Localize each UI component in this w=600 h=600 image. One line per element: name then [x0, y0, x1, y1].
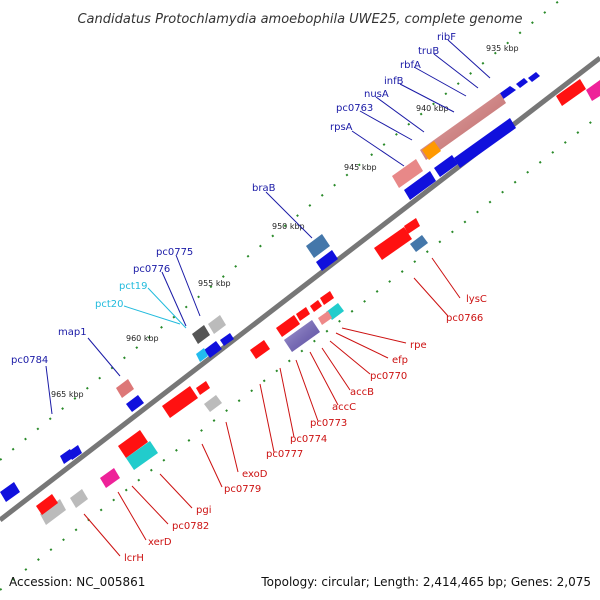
kbp-label-965: 965 kbp: [51, 390, 84, 399]
gene-label-lysC[interactable]: lysC: [466, 294, 487, 305]
inner-tick-ruler: [0, 114, 600, 591]
map-title: Candidatus Protochlamydia amoebophila UW…: [77, 12, 522, 27]
gene-box-pgi[interactable]: [118, 430, 148, 458]
gene-box-rpsA[interactable]: [404, 171, 436, 200]
gene-box-right-edge[interactable]: [556, 79, 586, 106]
gene-label-pc0777[interactable]: pc0777: [266, 449, 303, 460]
bottom-callout-lines: [83, 257, 461, 557]
gene-label-pc0782[interactable]: pc0782: [172, 521, 209, 532]
gene-box-pc0777[interactable]: [250, 340, 270, 359]
gene-box-exoD[interactable]: [162, 386, 198, 418]
gene-box-left-edge[interactable]: [0, 482, 20, 502]
gene-label-pc0784[interactable]: pc0784: [11, 355, 48, 366]
kbp-label-960: 960 kbp: [126, 334, 159, 343]
kbp-label-945: 945 kbp: [344, 163, 377, 172]
rna-callout-lines: [123, 287, 187, 329]
gene-box-pc0776-2[interactable]: [220, 333, 234, 346]
gene-box-pc0766[interactable]: [410, 235, 428, 252]
kbp-label-935: 935 kbp: [486, 44, 519, 53]
gene-box-ribF-2[interactable]: [516, 78, 528, 88]
gene-label-exoD[interactable]: exoD: [242, 469, 268, 480]
gene-label-pc0774[interactable]: pc0774: [290, 434, 327, 445]
gene-label-accB[interactable]: accB: [350, 387, 374, 398]
gene-box-truB[interactable]: [528, 72, 540, 82]
gene-label-efp[interactable]: efp: [392, 355, 408, 366]
gene-box-braB-2[interactable]: [316, 250, 338, 271]
gene-label-pc0776[interactable]: pc0776: [133, 264, 170, 275]
gene-label-lcrH[interactable]: lcrH: [124, 553, 144, 564]
gene-box-xerD[interactable]: [100, 468, 120, 488]
gene-box-pc0774[interactable]: [276, 315, 300, 337]
gene-box-efp[interactable]: [318, 311, 332, 325]
gene-box-braB[interactable]: [306, 234, 330, 258]
gene-box-pc0763[interactable]: [392, 159, 423, 188]
top-callout-lines: [45, 39, 491, 415]
gene-box-pc0775[interactable]: [192, 325, 210, 344]
gene-box-pct19[interactable]: [196, 348, 208, 362]
gene-box-nusA[interactable]: [422, 141, 441, 160]
gene-box-pc0782[interactable]: [126, 441, 158, 470]
gene-box-accC[interactable]: [310, 300, 322, 312]
gene-label-pc0779[interactable]: pc0779: [224, 484, 261, 495]
gene-box-pc0773[interactable]: [296, 307, 310, 321]
kbp-label-940: 940 kbp: [416, 104, 449, 113]
gene-box-accB[interactable]: [320, 291, 334, 305]
gene-label-rbfA[interactable]: rbfA: [400, 60, 421, 71]
kbp-label-955: 955 kbp: [198, 279, 231, 288]
gene-box-lysC-2[interactable]: [404, 218, 420, 234]
gene-label-rpsA[interactable]: rpsA: [330, 122, 353, 133]
gene-label-pc0763[interactable]: pc0763: [336, 103, 373, 114]
gene-label-truB[interactable]: truB: [418, 46, 439, 57]
gene-label-rpe[interactable]: rpe: [410, 340, 427, 351]
gene-label-pct20[interactable]: pct20: [95, 299, 124, 310]
gene-box-lcrH-2[interactable]: [40, 499, 66, 525]
gene-box-infB-plus[interactable]: [454, 118, 516, 168]
gene-box-lysC[interactable]: [374, 227, 412, 260]
gene-box-map1-2[interactable]: [126, 395, 144, 412]
gene-box-pc0784-2[interactable]: [68, 445, 82, 460]
topology-text: Topology: circular; Length: 2,414,465 bp…: [260, 575, 591, 589]
gene-label-pct19[interactable]: pct19: [119, 281, 148, 292]
gene-box-map1[interactable]: [116, 379, 134, 398]
gene-box-lcrH-3[interactable]: [36, 494, 58, 515]
gene-label-accC[interactable]: accC: [332, 402, 356, 413]
gene-label-nusA[interactable]: nusA: [364, 89, 389, 100]
gene-box-rbfA[interactable]: [434, 155, 458, 177]
gene-label-pc0773[interactable]: pc0773: [310, 418, 347, 429]
gene-label-pc0775[interactable]: pc0775: [156, 247, 193, 258]
gene-label-pgi[interactable]: pgi: [196, 505, 211, 516]
gene-label-pc0766[interactable]: pc0766: [446, 313, 483, 324]
gene-box-right-edge-2[interactable]: [586, 80, 600, 101]
gene-label-pc0770[interactable]: pc0770: [370, 371, 407, 382]
kbp-label-950: 950 kbp: [272, 222, 305, 231]
gene-box-lcrH[interactable]: [70, 489, 88, 508]
gene-label-infB[interactable]: infB: [384, 76, 404, 87]
gene-box-pc0779[interactable]: [196, 381, 210, 395]
gene-box-pc0779-2[interactable]: [204, 395, 222, 412]
gene-label-xerD[interactable]: xerD: [148, 537, 172, 548]
gene-label-braB[interactable]: braB: [252, 183, 276, 194]
gene-box-pc0776[interactable]: [208, 315, 226, 334]
gene-label-ribF[interactable]: ribF: [437, 32, 456, 43]
accession-text: Accession: NC_005861: [9, 575, 145, 589]
gene-box-pc0775-2[interactable]: [204, 341, 222, 358]
gene-label-map1[interactable]: map1: [58, 327, 87, 338]
